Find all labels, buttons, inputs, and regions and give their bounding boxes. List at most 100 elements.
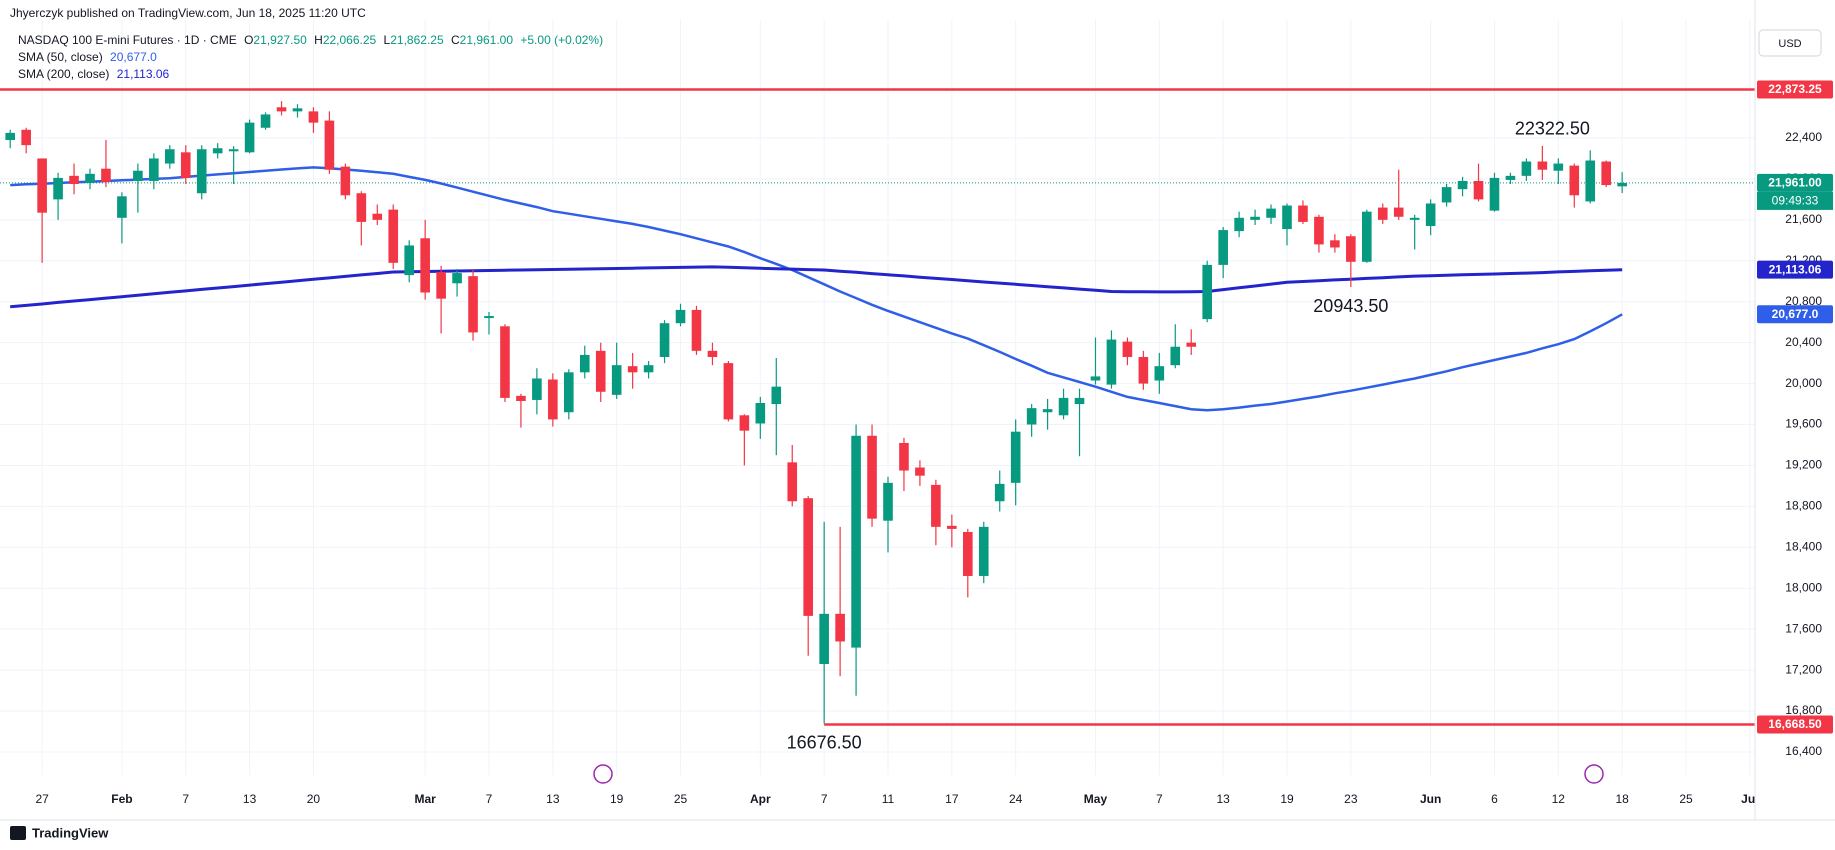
legend-line: SMA (50, close) 20,677.0 <box>18 50 157 64</box>
candle-body <box>675 309 686 324</box>
candle-body <box>1266 208 1276 218</box>
candle-body <box>579 354 590 373</box>
legend-series-name: SMA (50, close) <box>18 50 103 64</box>
sma-line <box>10 166 1623 412</box>
candle-body <box>1537 161 1548 170</box>
candle-body <box>707 350 718 357</box>
legend-series-value: 21,113.06 <box>117 67 170 81</box>
x-tick-label: 12 <box>1552 792 1566 806</box>
candle-body <box>468 276 478 333</box>
currency[interactable]: USD <box>1778 38 1801 50</box>
candle-body <box>53 177 63 200</box>
candle-body <box>564 372 574 413</box>
candle-body <box>963 531 973 576</box>
candle-body <box>1505 175 1516 180</box>
candle-body <box>149 158 159 181</box>
candle-body <box>1601 161 1611 186</box>
x-tick-label: 20 <box>307 792 321 806</box>
candle-body <box>994 483 1005 502</box>
candle-body <box>723 363 734 420</box>
candle-body <box>1122 341 1133 357</box>
ohlc-value: 21,961.00 <box>460 33 514 47</box>
price-badge-label: 22,873.25 <box>1768 82 1822 96</box>
candle-body <box>372 213 383 220</box>
candle-body <box>1138 356 1149 384</box>
candle-body <box>308 111 319 123</box>
event-icon[interactable] <box>593 764 613 784</box>
price-axis-panel <box>1755 0 1835 820</box>
x-tick-label: 13 <box>1216 792 1230 806</box>
publisher: Jhyerczyk published on TradingView.com, … <box>10 6 366 20</box>
candle-body <box>1409 217 1420 220</box>
y-tick-label: 18,400 <box>1785 539 1822 553</box>
candle-body <box>787 462 798 502</box>
countdown: 09:49:33 <box>1772 194 1819 208</box>
x-tick-label: 7 <box>486 792 493 806</box>
candle-body <box>180 152 191 178</box>
x-tick-label: 11 <box>882 792 895 806</box>
x-axis: 27 Feb 7 13 20 Mar 7 13 19 25 Apr 7 11 17 24 May 7 13 19 23… <box>35 792 1758 806</box>
candle-body <box>1090 376 1101 381</box>
x-tick-label: 7 <box>821 792 828 806</box>
price-badge-label: 21,113.06 <box>1769 262 1822 276</box>
ohlc-key: L <box>384 33 391 47</box>
candle-body <box>851 435 861 648</box>
symbol-name: NASDAQ 100 E-mini Futures · 1D · CME <box>18 33 237 47</box>
candle-body <box>260 114 271 128</box>
candle-body <box>388 209 399 263</box>
price-badge <box>1757 260 1833 279</box>
price-badge <box>1757 80 1833 99</box>
candle-body <box>69 175 79 185</box>
candle-body <box>1362 211 1372 262</box>
candle-body <box>228 149 239 152</box>
candle-body <box>196 149 207 194</box>
price-badge <box>1757 173 1833 192</box>
candle-body <box>340 166 351 196</box>
candle-body <box>595 350 606 392</box>
candle-body <box>356 193 367 222</box>
candle-body <box>1218 230 1228 265</box>
x-tick-label: 27 <box>35 792 49 806</box>
y-axis: USD 16,400 16,800 17,200 17,600 18,000 18,400… <box>1754 0 1835 820</box>
candle-body <box>1074 397 1085 405</box>
candle-body <box>1298 205 1308 222</box>
candle-body <box>883 482 893 521</box>
candle-body <box>548 379 558 420</box>
y-tick-label: 16,400 <box>1785 744 1822 758</box>
x-tick-label: 7 <box>182 792 189 806</box>
x-tick-label: 18 <box>1615 792 1629 806</box>
candle-body <box>978 526 989 576</box>
y-tick-label: 20,000 <box>1785 376 1822 390</box>
candle-body <box>627 366 638 373</box>
annotation: 22322.50 <box>1515 119 1590 139</box>
candle-body <box>931 484 941 527</box>
candle-body <box>436 272 446 299</box>
x-tick-label: 17 <box>945 792 959 806</box>
candle-body <box>1250 216 1260 220</box>
event-icon[interactable] <box>1584 764 1604 784</box>
x-tick-label: 25 <box>1679 792 1693 806</box>
y-tick-label: 17,200 <box>1785 662 1822 676</box>
x-tick-label: Jul <box>1741 792 1758 806</box>
candle-body <box>1186 342 1197 347</box>
y-tick-label: 17,600 <box>1785 621 1822 635</box>
y-tick-label: 21,600 <box>1785 212 1822 226</box>
x-tick-label: 13 <box>546 792 560 806</box>
candle-body <box>1282 205 1292 230</box>
candle-body <box>1058 397 1069 416</box>
y-tick-label: 19,600 <box>1785 417 1822 431</box>
candle-body <box>1457 180 1468 190</box>
candle-body <box>1330 240 1340 248</box>
candle-body <box>117 196 127 218</box>
currency-button[interactable] <box>1758 29 1822 57</box>
legend-series-value: 20,677.0 <box>110 50 157 64</box>
candle-body <box>755 403 766 424</box>
x-tick-label: 19 <box>610 792 624 806</box>
candle-body <box>5 132 16 141</box>
candle-body <box>691 309 702 351</box>
candle-body <box>1489 177 1500 211</box>
change: +5.00 (+0.02%) <box>520 33 603 47</box>
candle-body <box>420 238 430 293</box>
x-tick-label: 19 <box>1280 792 1294 806</box>
